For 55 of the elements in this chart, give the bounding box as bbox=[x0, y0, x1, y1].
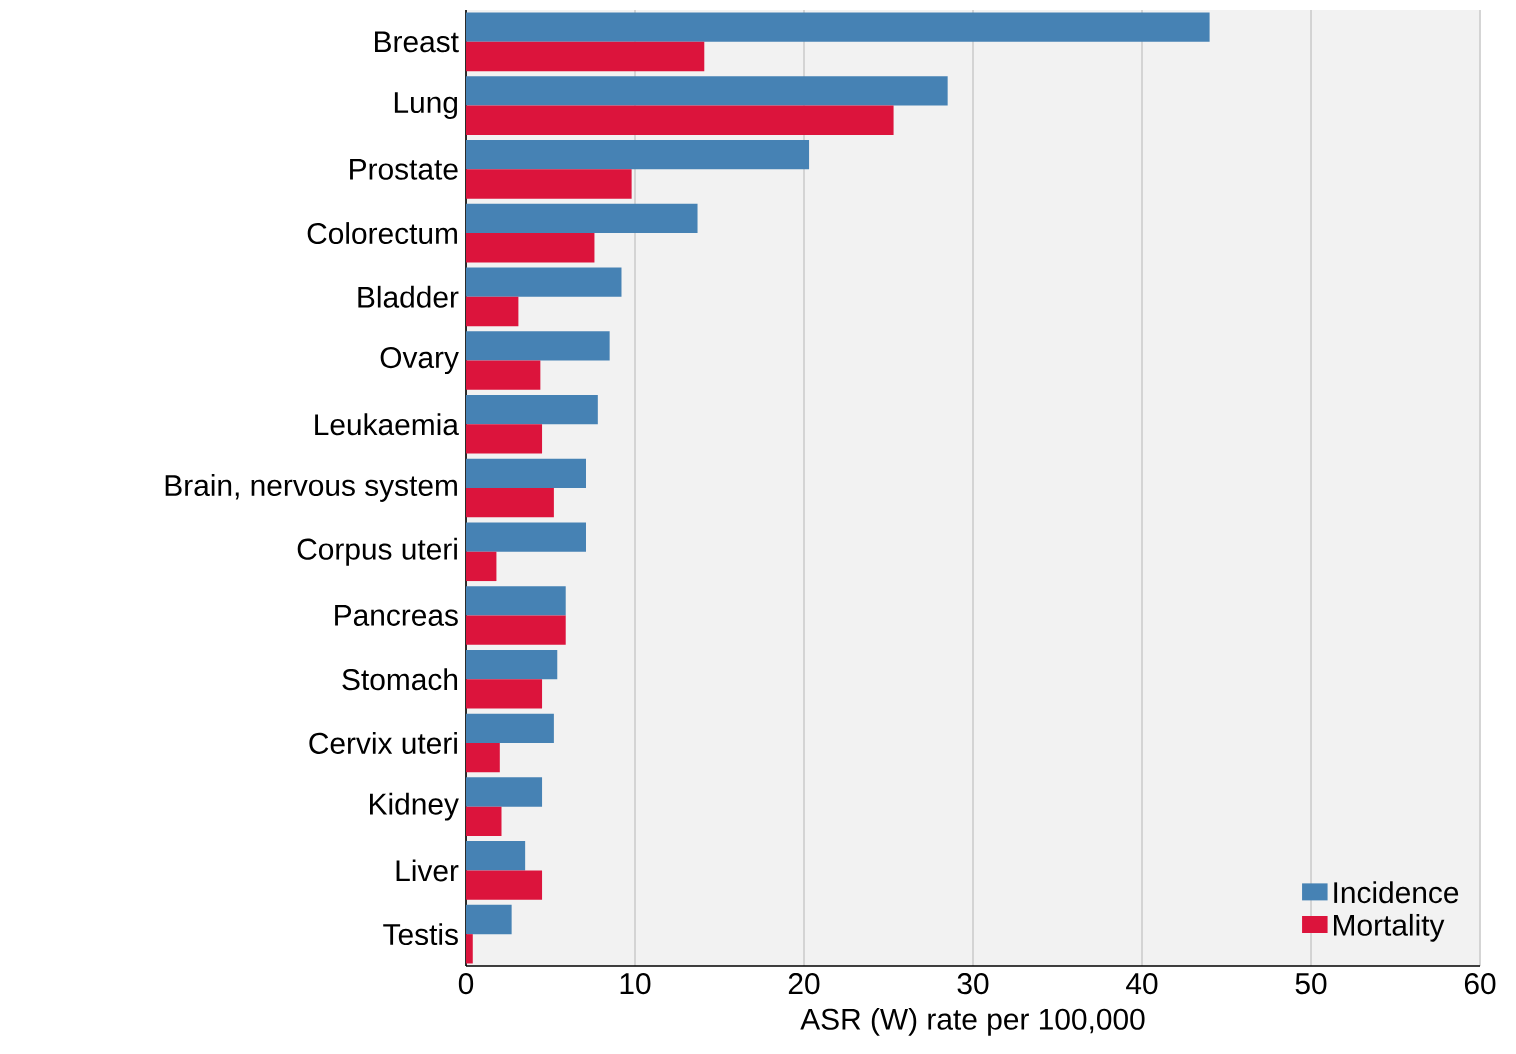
bar bbox=[466, 742, 500, 773]
bar bbox=[466, 233, 595, 263]
bar bbox=[466, 806, 502, 836]
y-tick-label: Bladder bbox=[358, 285, 459, 308]
bar bbox=[466, 424, 543, 454]
bar bbox=[466, 841, 526, 871]
bar bbox=[466, 522, 586, 552]
bar bbox=[466, 12, 1210, 42]
bar bbox=[466, 777, 543, 807]
y-tick-label: Prostate bbox=[350, 158, 458, 180]
y-tick-label: Testis bbox=[383, 923, 458, 946]
bar bbox=[466, 488, 554, 518]
bar bbox=[466, 76, 948, 106]
y-tick-label: Liver bbox=[396, 859, 459, 882]
bar bbox=[466, 105, 894, 135]
bar bbox=[466, 203, 698, 234]
bar bbox=[466, 296, 519, 327]
legend-label: Mortality bbox=[1334, 913, 1445, 942]
x-axis-title: ASR (W) rate per 100,000 bbox=[800, 1007, 1145, 1036]
bar bbox=[466, 140, 810, 170]
x-tick-label: 0 bbox=[458, 973, 474, 995]
y-tick-label: Kidney bbox=[370, 792, 459, 821]
y-tick-label: Leukaemia bbox=[315, 413, 459, 436]
y-tick-label: Colorectum bbox=[307, 222, 457, 245]
y-tick-label: Pancreas bbox=[335, 605, 458, 626]
bar bbox=[466, 331, 610, 361]
bar bbox=[466, 679, 543, 709]
bar bbox=[466, 586, 566, 616]
bar bbox=[466, 551, 497, 582]
bar bbox=[466, 360, 541, 390]
y-tick-label: Corpus uteri bbox=[297, 537, 457, 566]
x-tick-label: 10 bbox=[620, 973, 651, 995]
bar bbox=[466, 934, 473, 964]
bar bbox=[466, 169, 632, 199]
y-tick-label: Breast bbox=[375, 31, 459, 53]
y-tick-label: Lung bbox=[394, 92, 458, 119]
x-tick-label: 20 bbox=[788, 973, 820, 995]
bar bbox=[466, 458, 586, 489]
bar bbox=[466, 870, 543, 900]
y-tick-label: Ovary bbox=[380, 347, 459, 375]
bar bbox=[466, 713, 554, 743]
legend-label: Incidence bbox=[1334, 881, 1459, 904]
x-tick-label: 30 bbox=[957, 973, 989, 995]
x-tick-label: 40 bbox=[1126, 973, 1158, 995]
bar bbox=[466, 615, 566, 645]
y-tick-label: Stomach bbox=[342, 668, 458, 691]
bar bbox=[466, 904, 512, 935]
x-tick-label: 60 bbox=[1464, 973, 1496, 995]
bar bbox=[466, 267, 622, 297]
bar bbox=[466, 41, 705, 72]
bar bbox=[466, 649, 558, 680]
bar bbox=[466, 394, 598, 425]
y-tick-label: Cervix uteri bbox=[309, 731, 457, 754]
y-tick-label: Brain, nervous system bbox=[165, 474, 457, 502]
x-tick-label: 50 bbox=[1295, 973, 1327, 995]
